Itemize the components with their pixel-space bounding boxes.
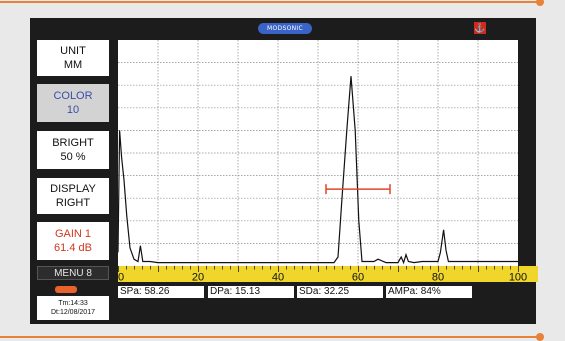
- menu-item-value: MM: [63, 59, 83, 71]
- brand-logo: MODSONIC: [258, 23, 312, 34]
- scale-label: 40: [272, 272, 284, 283]
- readout-label: AMPa:: [388, 286, 419, 297]
- time-text: Tm:14:33: [58, 300, 88, 307]
- decorative-bottom-dot: [536, 333, 544, 341]
- menu-item-value: 61.4 dB: [54, 242, 92, 254]
- anchor-icon[interactable]: ⚓: [474, 22, 486, 34]
- readout-spa: SPa: 58.26: [118, 286, 204, 298]
- depth-scale: 0 20 40 60 80 100: [118, 266, 538, 284]
- menu-item-value: 50 %: [60, 151, 86, 163]
- date-text: Dt:12/08/2017: [51, 309, 95, 316]
- a-scan-plot[interactable]: [117, 40, 518, 266]
- readout-ampa: AMPa: 84%: [386, 286, 472, 298]
- scale-label: 60: [352, 272, 364, 283]
- top-bar: MODSONIC ⚓: [30, 18, 536, 36]
- readout-value: 84%: [420, 286, 441, 297]
- readout-label: SDa:: [299, 286, 322, 297]
- readout-label: DPa:: [210, 286, 233, 297]
- menu-item-color[interactable]: COLOR 10: [37, 84, 109, 122]
- readout-value: 15.13: [235, 286, 261, 297]
- menu-item-bright[interactable]: BRIGHT 50 %: [37, 131, 109, 169]
- menu-item-gain[interactable]: GAIN 1 61.4 dB: [37, 222, 109, 260]
- scale-label: 100: [509, 272, 527, 283]
- menu-item-unit[interactable]: UNIT MM: [37, 40, 109, 76]
- menu-item-label: DISPLAY: [50, 183, 96, 195]
- readout-sda: SDa: 32.25: [297, 286, 383, 298]
- scale-label: 20: [192, 272, 204, 283]
- readout-label: SPa:: [120, 286, 142, 297]
- menu-item-label: BRIGHT: [52, 137, 94, 149]
- menu-item-value: 10: [66, 104, 80, 116]
- scale-label: 0: [118, 272, 124, 283]
- datetime-box: Tm:14:33 Dt:12/08/2017: [37, 296, 109, 320]
- readout-dpa: DPa: 15.13: [208, 286, 294, 298]
- menu-item-label: COLOR: [53, 90, 93, 102]
- readout-value: 58.26: [144, 286, 170, 297]
- battery-icon: [55, 286, 77, 293]
- menu-item-label: UNIT: [60, 45, 86, 57]
- menu-item-display[interactable]: DISPLAY RIGHT: [37, 178, 109, 214]
- decorative-bottom-line: [0, 336, 540, 338]
- echo-trace: [117, 76, 518, 265]
- flaw-detector-screen: MODSONIC ⚓ UNIT MM COLOR 10 BRIGHT 50 % …: [30, 18, 538, 324]
- menu-page-button[interactable]: MENU 8: [37, 266, 109, 280]
- menu-item-label: GAIN 1: [54, 228, 92, 240]
- decorative-top-dot: [536, 0, 544, 6]
- readout-value: 32.25: [324, 286, 350, 297]
- scale-svg: 0 20 40 60 80 100: [118, 266, 527, 284]
- menu-item-value: RIGHT: [55, 197, 91, 209]
- decorative-top-line: [0, 1, 540, 3]
- a-scan-svg: [117, 40, 518, 266]
- scale-label: 80: [432, 272, 444, 283]
